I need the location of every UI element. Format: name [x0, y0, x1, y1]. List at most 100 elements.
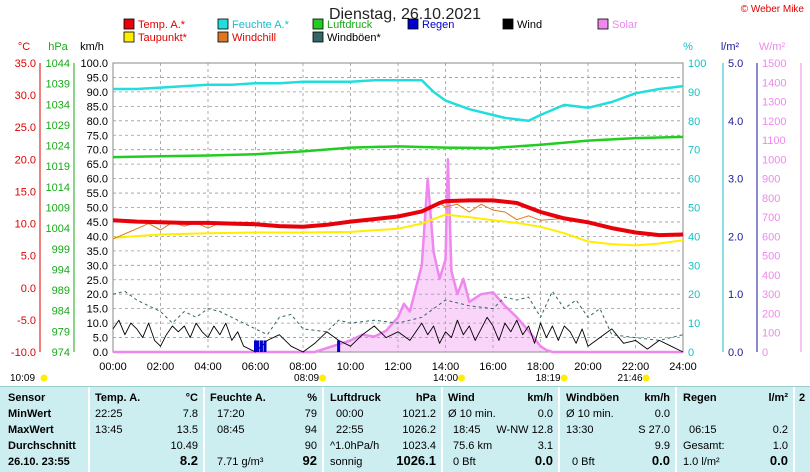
legend-label: Wind [517, 19, 542, 31]
humidity-tick-label: 50 [688, 203, 700, 215]
stats-pressure-min-time: 00:00 [336, 408, 364, 420]
pressure-tick-label: 989 [52, 285, 70, 297]
humidity-tick-label: 80 [688, 116, 700, 128]
stats-wind-max-time: 18:45 [453, 424, 481, 436]
stats-rain-now: 0.0 [769, 453, 788, 468]
series-line-taupunkt [112, 213, 684, 247]
legend-label: Windchill [232, 32, 276, 44]
pressure-tick-label: 1044 [46, 58, 70, 70]
series-line-feuchte-a [113, 79, 684, 123]
stats-gusts-mean: 9.9 [654, 440, 670, 452]
rain-tick-label: 1.0 [728, 289, 743, 301]
x-tick-label: 04:00 [194, 361, 222, 373]
solar-tick-label: 500 [762, 251, 780, 263]
pressure-tick-label: 1009 [46, 203, 70, 215]
stats-rain-max: 0.2 [772, 424, 788, 436]
temp-tick-label: -10.0 [11, 347, 36, 359]
pressure-tick-label: 1039 [46, 79, 70, 91]
solar-tick-label: 600 [762, 231, 780, 243]
stats-rain-unit: l/m² [768, 392, 788, 404]
wind-tick-label: 80.0 [87, 116, 108, 128]
stats-temp-min-time: 22:25 [95, 408, 123, 420]
stats-humidity-min: 79 [304, 408, 317, 420]
solar-tick-label: 1400 [762, 77, 786, 89]
series-line-temp-a [112, 198, 684, 238]
stats-rain-header: Regen [683, 392, 717, 404]
wind-tick-label: 85.0 [87, 101, 108, 113]
stats-rain-max-time: 06:15 [689, 424, 717, 436]
stats-gusts-col: Windböen km/h Ø 10 min. 0.0 13:30 S 27.0… [560, 387, 675, 472]
legend-swatch [312, 18, 324, 30]
temp-tick-label: 10.0 [15, 219, 36, 231]
pressure-tick-label: 1029 [46, 120, 70, 132]
wind-tick-label: 90.0 [87, 87, 108, 99]
stats-wind-avg-label: Ø 10 min. [448, 408, 496, 420]
x-tick-label: 00:00 [99, 361, 127, 373]
temp-tick-label: 15.0 [15, 186, 36, 198]
stats-temp-header: Temp. A. [95, 392, 141, 404]
x-tick-label: 22:00 [622, 361, 650, 373]
legend-swatch [217, 18, 229, 30]
rain-bar [263, 340, 267, 352]
stats-wind-run: 75.6 km [453, 440, 493, 452]
sun-markers: 10:09 08:09 14:00 18:19 21:46 [10, 373, 650, 384]
humidity-tick-label: 40 [688, 231, 700, 243]
sun-time-label: 18:19 [536, 373, 561, 384]
sun-icon [560, 374, 568, 382]
wind-tick-label: 25.0 [87, 275, 108, 287]
stats-gusts-max: S 27.0 [638, 424, 670, 436]
wind-tick-label: 70.0 [87, 145, 108, 157]
humidity-tick-label: 0 [688, 347, 694, 359]
x-tick-label: 10:00 [337, 361, 365, 373]
grid [39, 62, 802, 353]
axis-unit-label: % [683, 41, 693, 53]
legend-label: Regen [422, 19, 454, 31]
stats-wind-mean: 3.1 [537, 440, 553, 452]
stats-gusts-now: 0.0 [651, 453, 670, 468]
temp-tick-label: 30.0 [15, 90, 36, 102]
legend-label: Taupunkt* [138, 32, 188, 44]
solar-tick-label: 0 [762, 347, 768, 359]
plot-area [112, 79, 684, 354]
stats-humidity-unit: % [307, 392, 317, 404]
stats-wind-col: Wind km/h Ø 10 min. 0.0 18:45 W-NW 12.8 … [443, 387, 558, 472]
wind-tick-label: 30.0 [87, 260, 108, 272]
solar-tick-label: 400 [762, 270, 780, 282]
x-tick-label: 02:00 [147, 361, 175, 373]
temp-tick-label: 25.0 [15, 122, 36, 134]
legend-label: Feuchte A.* [232, 19, 290, 31]
legend-label: Temp. A.* [138, 19, 186, 31]
sun-time-label: 14:00 [433, 373, 458, 384]
stats-pressure-col: Luftdruck hPa 00:00 1021.2 22:55 1026.2 … [324, 387, 441, 472]
stats-rain-total: 1.0 [772, 440, 788, 452]
pressure-tick-label: 1019 [46, 161, 70, 173]
sun-time-label: 21:46 [618, 373, 643, 384]
stats-humidity-now: 92 [302, 453, 317, 468]
humidity-tick-label: 20 [688, 289, 700, 301]
stats-wind-avg: 0.0 [537, 408, 553, 420]
temp-tick-label: 20.0 [15, 154, 36, 166]
sun-icon [642, 374, 650, 382]
wind-tick-label: 65.0 [87, 159, 108, 171]
humidity-tick-label: 100 [688, 58, 706, 70]
stats-divider [441, 387, 443, 472]
rain-bar [256, 340, 260, 352]
chart-title: Dienstag, 26.10.2021 [328, 6, 482, 23]
legend-swatch [217, 31, 229, 43]
wind-tick-label: 35.0 [87, 246, 108, 258]
axis-unit-label: °C [18, 41, 30, 53]
stats-gusts-max-time: 13:30 [566, 424, 594, 436]
stats-max-label: MaxWert [8, 424, 54, 436]
solar-tick-label: 300 [762, 289, 780, 301]
stats-gusts-bft: 0 Bft [572, 456, 595, 468]
wind-tick-label: 15.0 [87, 304, 108, 316]
stats-pressure-trend: ^1.0hPa/h [330, 440, 380, 452]
weather-chart: Temp. A.* Feuchte A.* Luftdruck Regen Wind So… [10, 18, 802, 384]
sun-time-label: 10:09 [10, 373, 35, 384]
stats-pressure-max-time: 22:55 [336, 424, 364, 436]
pressure-tick-label: 974 [52, 347, 70, 359]
wind-tick-label: 95.0 [87, 72, 108, 84]
x-tick-label: 16:00 [479, 361, 507, 373]
wind-tick-label: 60.0 [87, 174, 108, 186]
humidity-tick-label: 90 [688, 87, 700, 99]
